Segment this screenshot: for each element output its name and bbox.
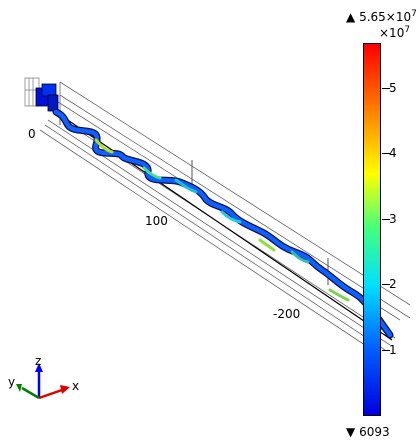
colorbar xyxy=(363,43,381,416)
colorbar-tick-label: 2 xyxy=(389,277,397,291)
multiplier-base: ×10 xyxy=(379,26,405,40)
colorbar-tick-label: 4 xyxy=(389,146,397,160)
colorbar-gradient xyxy=(364,44,380,415)
min-value: 6093 xyxy=(359,425,390,439)
center-axis-line xyxy=(49,107,393,341)
colorbar-min-label: ▼ 6093 xyxy=(346,426,390,438)
max-exponent: 7 xyxy=(411,9,417,19)
max-value: 5.65×10 xyxy=(359,10,412,24)
triad-x-label: x xyxy=(72,379,80,393)
colorbar-tick xyxy=(382,284,390,285)
colorbar-tick-label: 3 xyxy=(389,212,397,226)
colorbar-max-label: ▲ 5.65×107 xyxy=(346,9,417,24)
colorbar-tick-label: 5 xyxy=(389,81,397,95)
colorbar-tick-label: 1 xyxy=(389,343,397,357)
axis-label-minus-200: -200 xyxy=(273,307,301,321)
tube-highlights xyxy=(94,138,350,302)
colorbar-tick xyxy=(382,219,390,220)
max-triangle-icon: ▲ xyxy=(346,10,356,24)
wavy-tube xyxy=(53,109,393,338)
triad-z-label: z xyxy=(35,354,42,368)
colorbar-tick xyxy=(382,153,390,154)
grid-fence xyxy=(24,77,40,107)
triad-y-label: y xyxy=(8,375,16,389)
colorbar-multiplier: ×107 xyxy=(379,25,411,40)
colorbar-tick xyxy=(382,88,390,89)
min-triangle-icon: ▼ xyxy=(346,425,356,439)
axis-triad xyxy=(16,363,70,400)
axis-label-zero: 0 xyxy=(28,127,36,141)
colorbar-tick xyxy=(382,350,390,351)
multiplier-exponent: 7 xyxy=(404,25,411,35)
inlet-structure xyxy=(35,83,59,112)
axis-label-100: 100 xyxy=(145,214,168,228)
